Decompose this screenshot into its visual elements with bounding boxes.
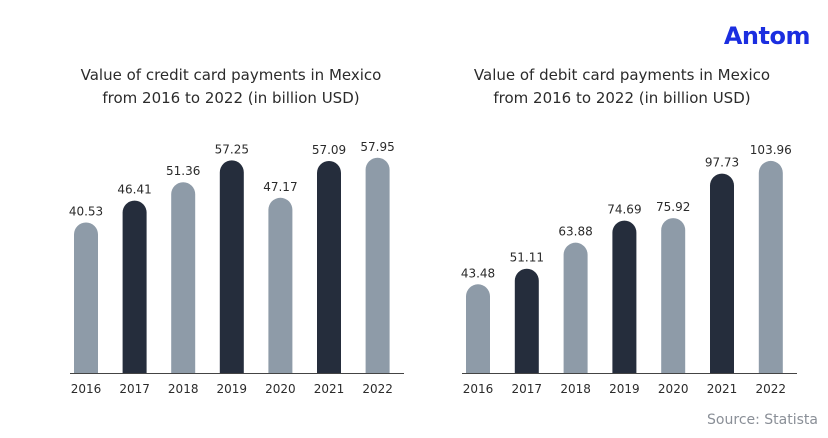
credit-value-label: 57.09 (312, 143, 346, 157)
debit-tick-label: 2017 (512, 382, 543, 396)
credit-bar-2017 (122, 200, 147, 373)
debit-bar-2020 (661, 218, 686, 373)
credit-value-label: 40.53 (69, 204, 103, 218)
credit-tick-label: 2022 (362, 382, 393, 396)
debit-bar-2018 (563, 242, 588, 373)
credit-bar-2022 (365, 157, 390, 373)
credit-tick-label: 2019 (217, 382, 248, 396)
debit-value-label: 97.73 (705, 156, 739, 170)
credit-bar-2021 (317, 160, 341, 373)
credit-chart-title: Value of credit card payments in Mexico … (46, 64, 416, 110)
credit-chart: 40.53 2016 46.41 2017 51.36 2018 57.25 2019 47.1… (69, 140, 404, 396)
brand-logo: Antom (723, 22, 811, 50)
debit-tick-label: 2016 (463, 382, 494, 396)
credit-chart-title-line-2: from 2016 to 2022 (in billion USD) (102, 89, 360, 107)
debit-value-label: 103.96 (750, 143, 792, 157)
debit-chart: 43.48 2016 51.11 2017 63.88 2018 74.69 2019 75.9… (461, 143, 797, 396)
credit-bar-2018 (171, 182, 196, 373)
source-note: Source: Statista (707, 412, 818, 428)
debit-value-label: 51.11 (510, 251, 544, 265)
credit-tick-label: 2021 (314, 382, 345, 396)
debit-value-label: 75.92 (656, 200, 690, 214)
debit-bar-2019 (612, 220, 637, 373)
credit-value-label: 57.25 (215, 142, 249, 156)
credit-bar-2016 (74, 222, 98, 373)
credit-value-label: 47.17 (263, 180, 297, 194)
debit-value-label: 63.88 (558, 225, 592, 239)
credit-value-label: 57.95 (360, 140, 394, 154)
credit-tick-label: 2018 (168, 382, 199, 396)
debit-bar-2016 (466, 284, 490, 373)
debit-bar-2017 (514, 268, 539, 373)
debit-tick-label: 2022 (756, 382, 787, 396)
debit-tick-label: 2020 (658, 382, 689, 396)
credit-value-label: 46.41 (117, 183, 151, 197)
credit-bar-2020 (268, 197, 293, 373)
debit-bar-2022 (758, 160, 783, 373)
debit-tick-label: 2018 (560, 382, 591, 396)
debit-chart-title: Value of debit card payments in Mexico f… (437, 64, 807, 110)
debit-tick-label: 2019 (609, 382, 640, 396)
debit-bar-2021 (710, 173, 734, 373)
credit-tick-label: 2017 (119, 382, 150, 396)
credit-value-label: 51.36 (166, 164, 200, 178)
debit-value-label: 74.69 (607, 203, 641, 217)
debit-value-label: 43.48 (461, 266, 495, 280)
debit-tick-label: 2021 (707, 382, 738, 396)
debit-chart-title-line-2: from 2016 to 2022 (in billion USD) (493, 89, 751, 107)
credit-bar-2019 (219, 160, 244, 373)
credit-chart-title-line-1: Value of credit card payments in Mexico (80, 66, 382, 84)
credit-tick-label: 2016 (71, 382, 102, 396)
credit-tick-label: 2020 (265, 382, 296, 396)
debit-chart-title-line-1: Value of debit card payments in Mexico (473, 66, 771, 84)
